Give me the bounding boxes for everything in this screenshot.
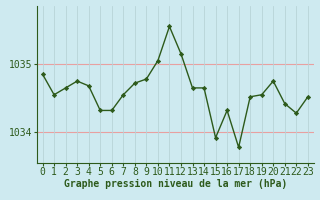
X-axis label: Graphe pression niveau de la mer (hPa): Graphe pression niveau de la mer (hPa) — [64, 179, 287, 189]
